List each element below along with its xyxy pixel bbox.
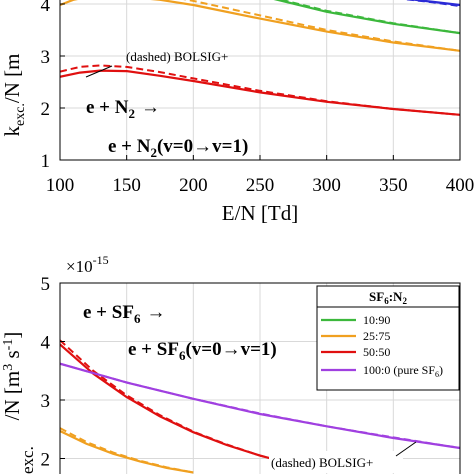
top-plot-clip-group [60,0,460,116]
legend-title: SF6:N2 [369,289,407,306]
top-series-line [60,69,460,116]
top-bolsig-annotation: (dashed) BOLSIG+ [126,49,228,64]
top-y-axis-label: kexc./N [m [0,53,28,136]
top-reaction-line-2: e + N2(v=0→v=1) [108,136,248,160]
bottom-bolsig-annotation: (dashed) BOLSIG+ [271,455,373,470]
legend-box [316,285,460,391]
top-series-line [273,0,460,35]
top-series-lines [60,0,460,116]
top-y-tick-label: 4 [41,0,51,16]
top-series-line [407,0,460,7]
bottom-axes-frame [59,282,461,474]
top-x-tick-label: 350 [379,175,408,196]
top-annotation-pointer [85,65,113,78]
bot-y-tick-label: 2 [41,450,51,471]
top-x-tick-label: 150 [112,175,141,196]
bot-y-tick-label: 5 [41,274,51,295]
top-x-tick-label: 250 [246,175,275,196]
legend: SF6:N2 10:90 25:75 50:50 100:0 (pure SF6… [316,285,460,391]
bot-plot-clip-group [60,339,460,474]
top-y-tick-label: 3 [41,47,51,68]
top-chart-panel: 1 2 3 4 100 150 200 250 300 350 400 kexc./N [m E/N… [0,0,474,225]
bottom-y-axis-label: /N [m3 s-1] [0,332,24,421]
top-tick-labels: 1 2 3 4 100 150 200 250 300 350 400 [41,0,474,196]
legend-label-10-90: 10:90 [363,313,390,327]
top-y-tick-label: 1 [41,151,51,172]
bot-y-tick-label: 4 [41,333,51,354]
top-x-tick-label: 200 [179,175,208,196]
top-series-line [60,0,460,52]
bottom-annotation-pointer [395,441,417,457]
bottom-y-axis-label-prefix: exc. [18,446,37,474]
bot-series-line [60,362,460,450]
top-x-tick-label: 100 [46,175,75,196]
bot-series-line [60,343,294,466]
bot-series-line [60,430,194,474]
top-reaction-line-1: e + N2 → [86,97,160,121]
bottom-exponent-label: ×10-15 [66,253,109,276]
bottom-reaction-line-2: e + SF6(v=0→v=1) [128,339,277,363]
bot-y-tick-label: 3 [41,391,51,412]
top-x-axis-label: E/N [Td] [222,201,298,225]
top-x-tick-label: 400 [446,175,474,196]
legend-label-25-75: 25:75 [363,329,390,343]
legend-label-pure-sf6: 100:0 (pure SF6) [363,363,443,379]
bottom-tick-labels: 2 3 4 5 [41,274,65,471]
bottom-series-lines [60,339,460,474]
bottom-chart-panel: 2 3 4 5 ×10-15 /N [m3 s-1] exc. e + SF6 → e … [0,253,461,474]
top-y-tick-label: 2 [41,99,51,120]
legend-label-50-50: 50:50 [363,345,390,359]
bottom-reaction-line-1: e + SF6 → [83,302,165,326]
top-x-tick-label: 300 [312,175,341,196]
bottom-annotation-background [269,451,403,473]
